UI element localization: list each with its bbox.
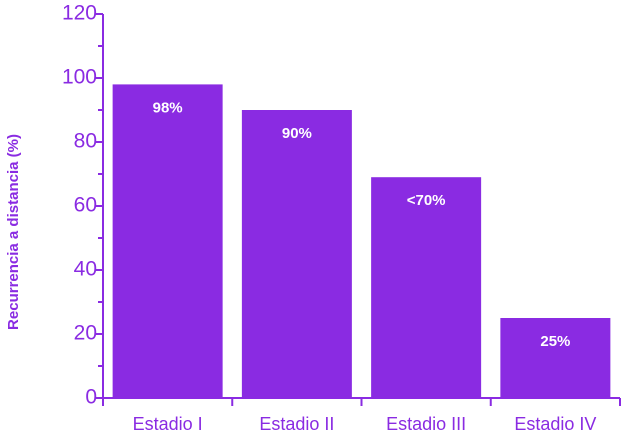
bar (500, 318, 611, 398)
y-tick-label: 120 (62, 2, 97, 25)
x-tick-label: Estadio IV (514, 414, 596, 434)
y-tick-label: 60 (74, 194, 97, 217)
y-axis-title: Recurrencia a distancia (%) (5, 134, 22, 330)
bar (241, 110, 352, 398)
value-label: <70% (407, 192, 446, 209)
x-tick-label: Estadio I (133, 414, 203, 434)
x-tick-label: Estadio II (259, 414, 334, 434)
x-tick-label: Estadio III (386, 414, 466, 434)
value-label: 25% (540, 333, 570, 350)
bar (112, 84, 223, 399)
value-label: 90% (282, 125, 312, 142)
y-tick-label: 100 (62, 66, 97, 89)
y-tick-label: 80 (74, 130, 97, 153)
y-tick-label: 20 (74, 322, 97, 345)
value-label: 98% (153, 99, 183, 116)
bar (371, 177, 482, 398)
y-tick-label: 40 (74, 258, 97, 281)
y-tick-label: 0 (85, 386, 97, 409)
